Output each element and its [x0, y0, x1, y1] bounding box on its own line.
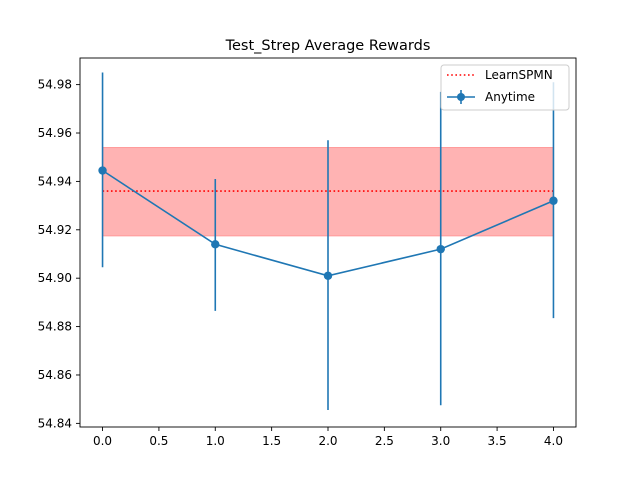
x-tick-label-4: 2.0 [318, 434, 337, 448]
legend-anytime-marker [457, 93, 465, 101]
y-tick-label-6: 54.96 [38, 126, 72, 140]
x-tick-label-1: 0.5 [149, 434, 168, 448]
x-tick-label-3: 1.5 [262, 434, 281, 448]
y-tick-label-1: 54.86 [38, 368, 72, 382]
legend-learnspmn-label: LearnSPMN [485, 68, 553, 82]
y-tick-label-3: 54.90 [38, 271, 72, 285]
chart-title: Test_Strep Average Rewards [225, 38, 431, 54]
y-tick-label-5: 54.94 [38, 174, 72, 188]
y-tick-label-2: 54.88 [38, 320, 72, 334]
y-tick-label-7: 54.98 [38, 78, 72, 92]
x-tick-label-5: 2.5 [375, 434, 394, 448]
x-tick-label-6: 3.0 [431, 434, 450, 448]
x-tick-label-8: 4.0 [544, 434, 563, 448]
anytime-point-2 [324, 272, 332, 280]
y-tick-label-4: 54.92 [38, 223, 72, 237]
legend: LearnSPMN Anytime [441, 65, 569, 110]
x-tick-label-7: 3.5 [488, 434, 507, 448]
anytime-point-1 [211, 240, 219, 248]
anytime-point-0 [98, 166, 106, 174]
anytime-point-3 [437, 245, 445, 253]
legend-anytime-label: Anytime [485, 90, 535, 104]
anytime-point-4 [549, 197, 557, 205]
x-tick-label-0: 0.0 [93, 434, 112, 448]
y-tick-label-0: 54.84 [38, 416, 72, 430]
x-tick-label-2: 1.0 [206, 434, 225, 448]
